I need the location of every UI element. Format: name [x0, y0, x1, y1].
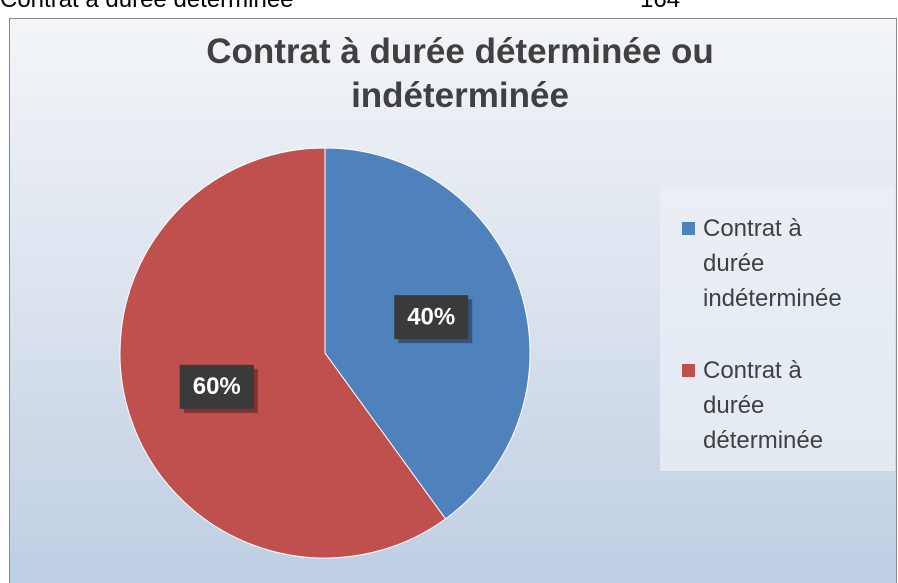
- legend-label: Contrat à durée déterminée: [703, 357, 824, 454]
- chart-title: Contrat à durée déterminée ou indétermin…: [206, 32, 714, 115]
- legend-swatch: [682, 364, 695, 377]
- pie-slice: [119, 147, 447, 559]
- label-box: [394, 295, 469, 340]
- header-text: Contrat à durée déterminée: [0, 0, 294, 14]
- data-label: 40%: [407, 304, 455, 331]
- legend-entry: Contrat à durée déterminée: [682, 353, 862, 458]
- legend-entry: Contrat à durée indéterminée: [682, 211, 862, 316]
- label-box: [179, 364, 254, 409]
- legend-swatch: [682, 222, 695, 235]
- legend-label: Contrat à durée indéterminée: [703, 215, 842, 312]
- legend: Contrat à durée indéterminée Contrat à du…: [660, 185, 895, 471]
- data-label: 60%: [193, 373, 241, 400]
- page-number: 164: [640, 0, 680, 14]
